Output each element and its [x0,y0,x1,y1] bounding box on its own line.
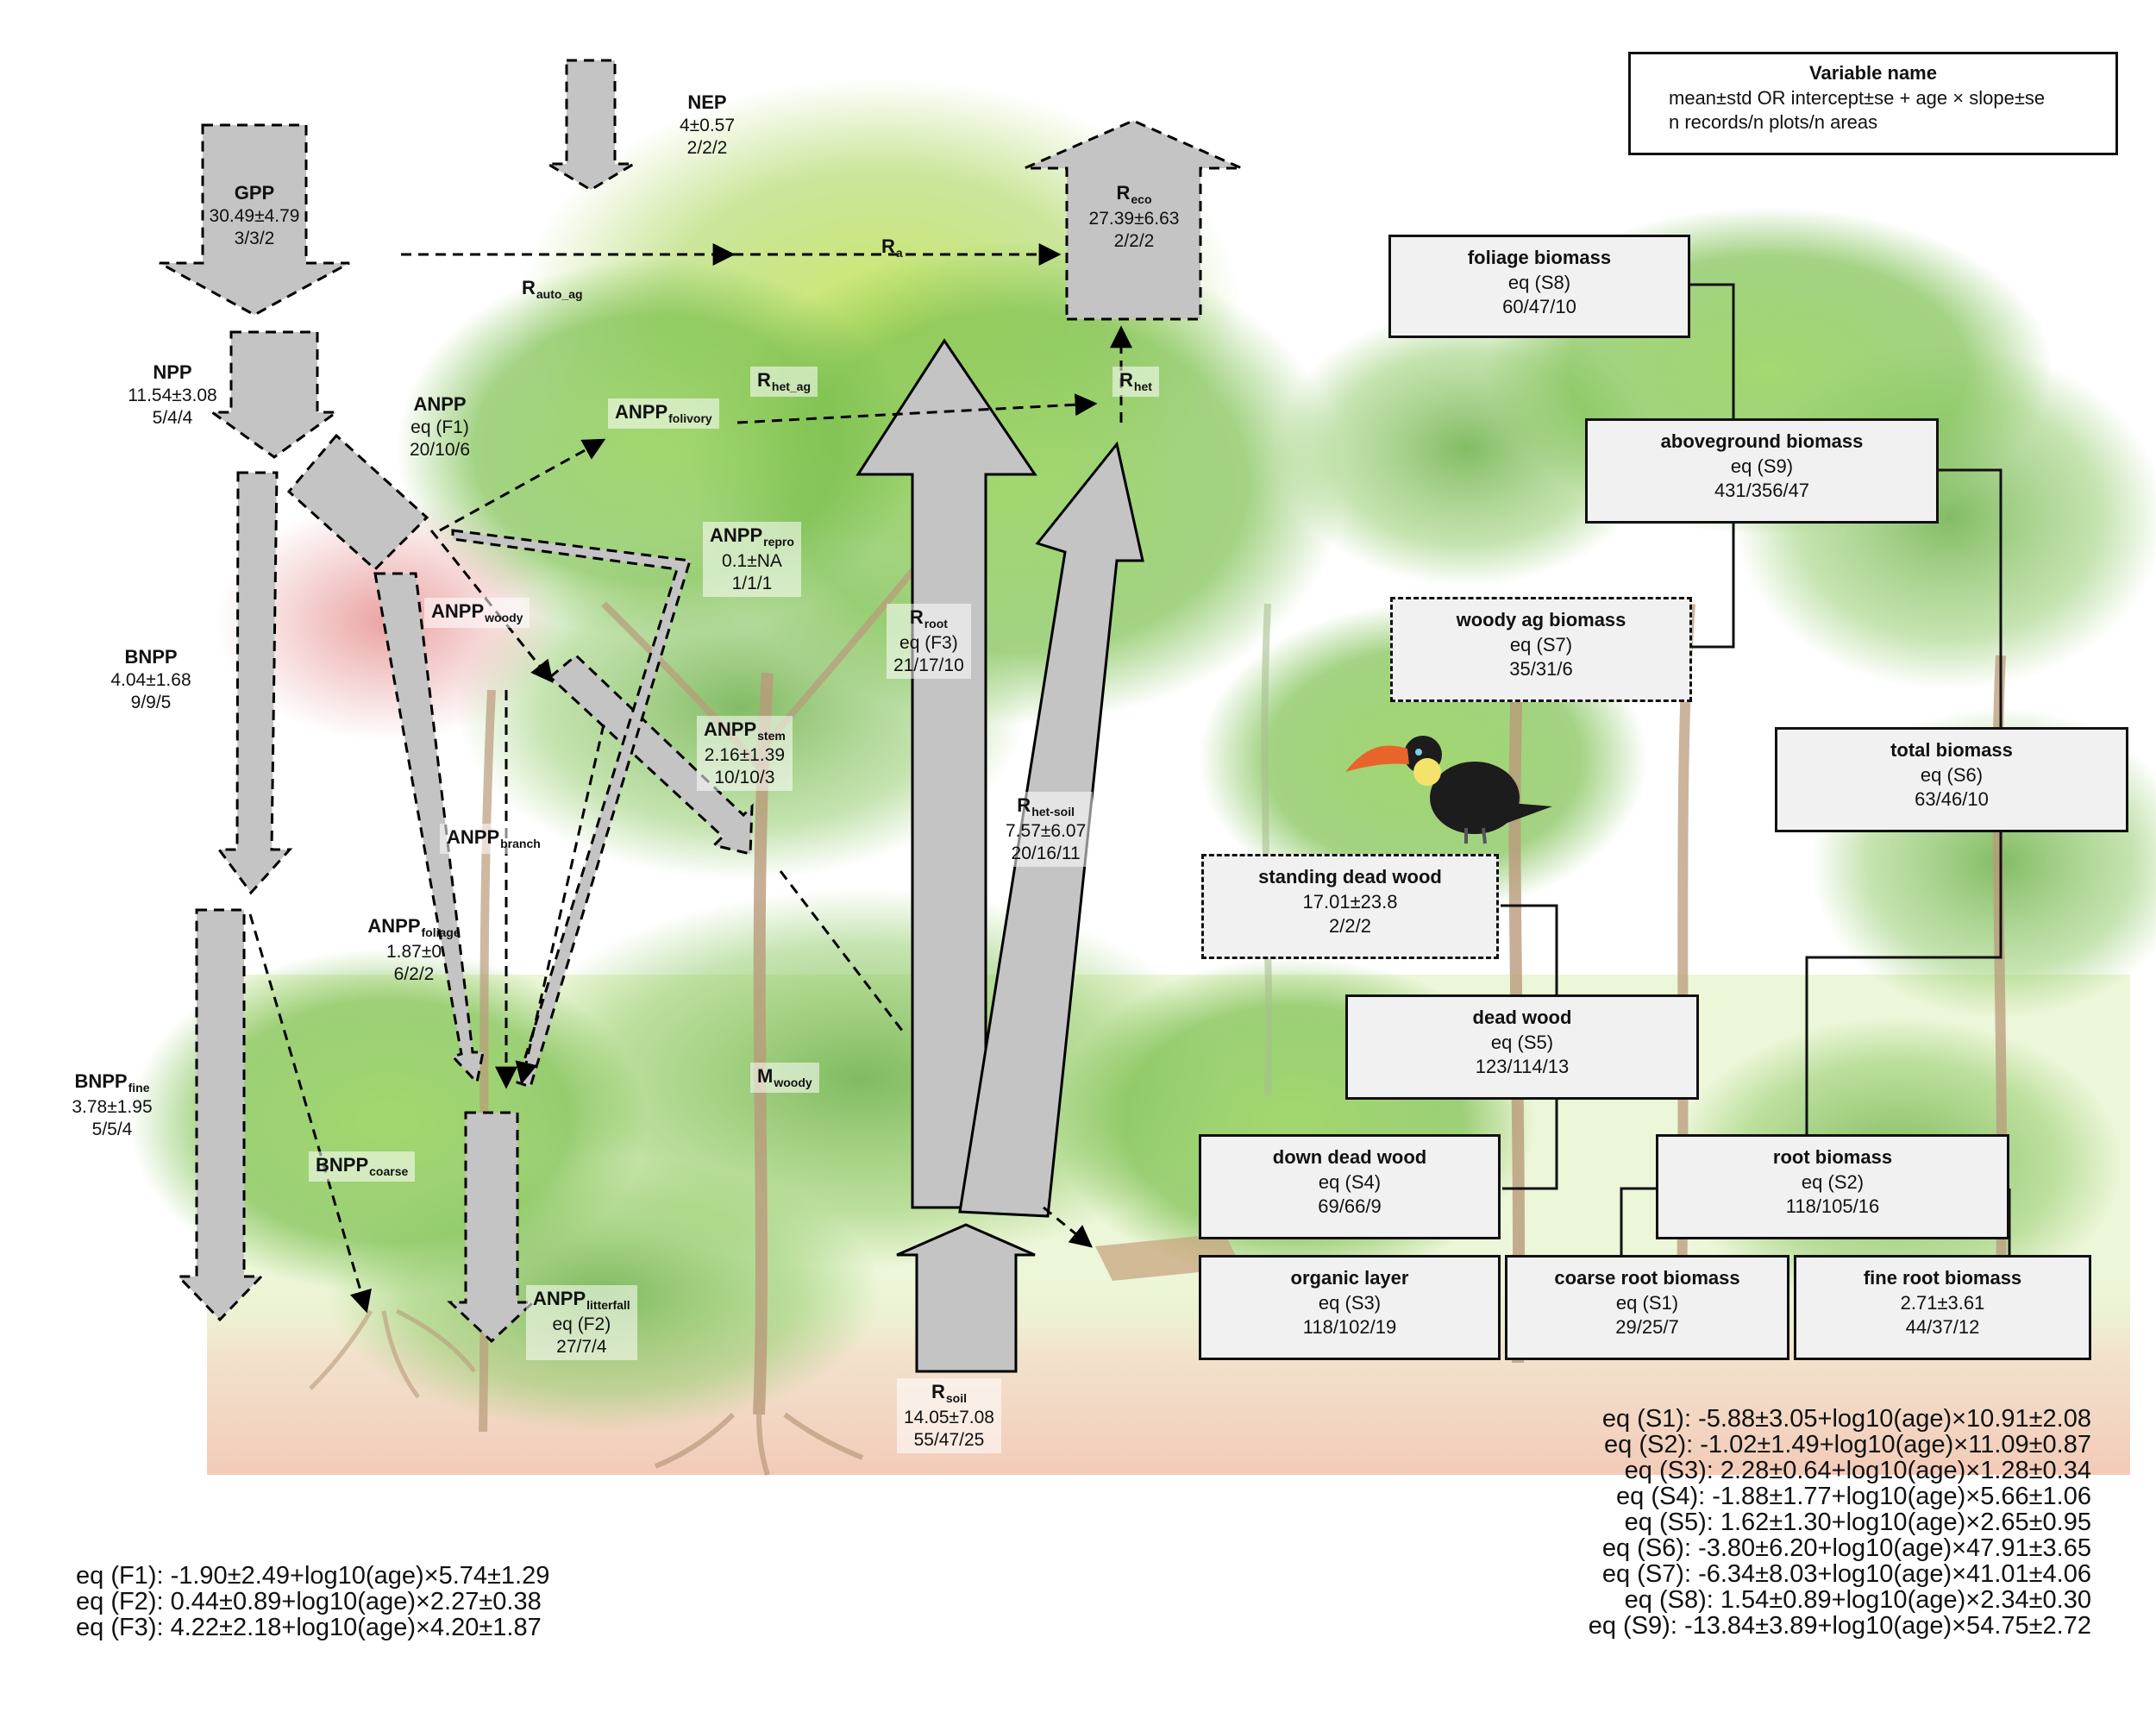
stock-organic-layer: organic layer eq (S3) 118/102/19 [1199,1255,1501,1360]
stock-coarse-root-biomass: coarse root biomass eq (S1) 29/25/7 [1505,1255,1789,1360]
equation-s2: eq (S2): -1.02±1.49+log10(age)×11.09±0.8… [1604,1431,2091,1458]
npp-label: NPP 11.54±3.08 5/4/4 [128,361,217,428]
anpp-woody-label: ANPPwoody [424,598,530,628]
equation-s8: eq (S8): 1.54±0.89+log10(age)×2.34±0.30 [1624,1586,2091,1614]
nep-arrow [542,59,639,191]
stock-equations: eq (S1): -5.88±3.05+log10(age)×10.91±2.0… [1589,1406,2091,1639]
flux-connectors [248,243,1132,1314]
bnpp-fine-arrow [175,908,265,1322]
anpp-stem-arrow [548,653,754,856]
npp-arrow [208,330,341,459]
bnpp-label: BNPP 4.04±1.68 9/9/5 [110,646,191,712]
m-woody-label: Mwoody [750,1063,819,1093]
r-a-label: Ra [881,235,903,260]
legend-box: Variable name mean±std OR intercept±se +… [1628,52,2118,155]
stock-tree-lines [1501,283,2011,1255]
stock-woody-ag-biomass: woody ag biomass eq (S7) 35/31/6 [1390,597,1692,702]
anpp-litterfall-arrow [447,1111,536,1344]
stock-root-biomass: root biomass eq (S2) 118/105/16 [1656,1134,2009,1239]
anpp-stem-label: ANPPstem 2.16±1.39 10/10/3 [697,716,793,791]
r-het-soil-label: Rhet-soil 7.57±6.07 20/16/11 [999,792,1094,867]
equation-s9: eq (S9): -13.84±3.89+log10(age)×54.75±2.… [1588,1612,2091,1640]
anpp-label: ANPP eq (F1) 20/10/6 [409,393,471,460]
anpp-branch-label: ANPPbranch [440,824,548,854]
anpp-arrow [286,433,429,572]
stock-foliage-biomass: foliage biomass eq (S8) 60/47/10 [1388,235,1690,338]
anpp-foliage-arrow [373,572,485,1086]
stock-standing-dead-wood: standing dead wood 17.01±23.8 2/2/2 [1201,854,1499,959]
equation-s1: eq (S1): -5.88±3.05+log10(age)×10.91±2.0… [1601,1405,2091,1433]
r-auto-ag-label: Rauto_ag [522,277,583,301]
stem-to-litter-connector [515,724,605,1085]
woody-connector [429,530,554,684]
toucan-illustration [1345,736,1552,844]
het-soil-down-connector [1043,1206,1094,1248]
legend-title: Variable name [1809,62,1937,84]
r-het-ag-label: Rhet_ag [750,367,818,397]
equation-f1: eq (F1): -1.90±2.49+log10(age)×5.74±1.29 [76,1562,550,1590]
stock-down-dead-wood: down dead wood eq (S4) 69/66/9 [1199,1134,1501,1239]
equation-s3: eq (S3): 2.28±0.64+log10(age)×1.28±0.34 [1624,1457,2091,1484]
bnpp-coarse-label: BNPPcoarse [309,1151,416,1182]
legend-line-2: n records/n plots/n areas [1669,111,1878,134]
stock-aboveground-biomass: aboveground biomass eq (S9) 431/356/47 [1585,418,1939,524]
r-het-label: Rhet [1112,367,1159,397]
folivory-connector [439,438,606,532]
flux-equations: eq (F1): -1.90±2.49+log10(age)×5.74±1.29… [76,1563,549,1640]
legend-line-1: mean±std OR intercept±se + age × slope±s… [1669,86,2046,109]
stock-dead-wood: dead wood eq (S5) 123/114/13 [1345,994,1699,1100]
anpp-repro-label: ANPPrepro 0.1±NA 1/1/1 [703,522,801,597]
equation-f2: eq (F2): 0.44±0.89+log10(age)×2.27±0.38 [76,1588,542,1615]
bnpp-arrow [216,471,293,895]
equation-s6: eq (S6): -3.80±6.20+log10(age)×47.91±3.6… [1601,1534,2091,1562]
reco-label: Reco 27.39±6.63 2/2/2 [1088,182,1180,251]
het-ag-connector [736,393,1098,424]
gpp-arrow [159,123,350,317]
reco-arrow [1024,119,1243,321]
equation-s4: eq (S4): -1.88±1.77+log10(age)×5.66±1.06 [1616,1483,2091,1510]
gpp-label: GPP 30.49±4.79 3/3/2 [209,182,300,248]
stock-fine-root-biomass: fine root biomass 2.71±3.61 44/37/12 [1794,1255,2091,1360]
r-soil-label: Rsoil 14.05±7.08 55/47/25 [897,1378,1001,1453]
anpp-folivory-label: ANPPfolivory [608,398,719,429]
r-soil-arrow [896,1223,1036,1373]
equation-f3: eq (F3): 4.22±2.18+log10(age)×4.20±1.87 [76,1614,542,1641]
stock-total-biomass: total biomass eq (S6) 63/46/10 [1775,727,2128,832]
anpp-foliage-label: ANPPfoliage 1.87±0 6/2/2 [367,915,461,984]
nep-label: NEP 4±0.57 2/2/2 [679,91,736,158]
r-root-label: Rroot eq (F3) 21/17/10 [887,604,971,679]
anpp-litterfall-label: ANPPlitterfall eq (F2) 27/7/4 [526,1285,637,1360]
equation-s7: eq (S7): -6.34±8.03+log10(age)×41.01±4.0… [1601,1560,2091,1588]
bnpp-fine-label: BNPPfine 3.78±1.95 5/5/4 [72,1070,153,1139]
equation-s5: eq (S5): 1.62±1.30+log10(age)×2.65±0.95 [1624,1509,2091,1536]
